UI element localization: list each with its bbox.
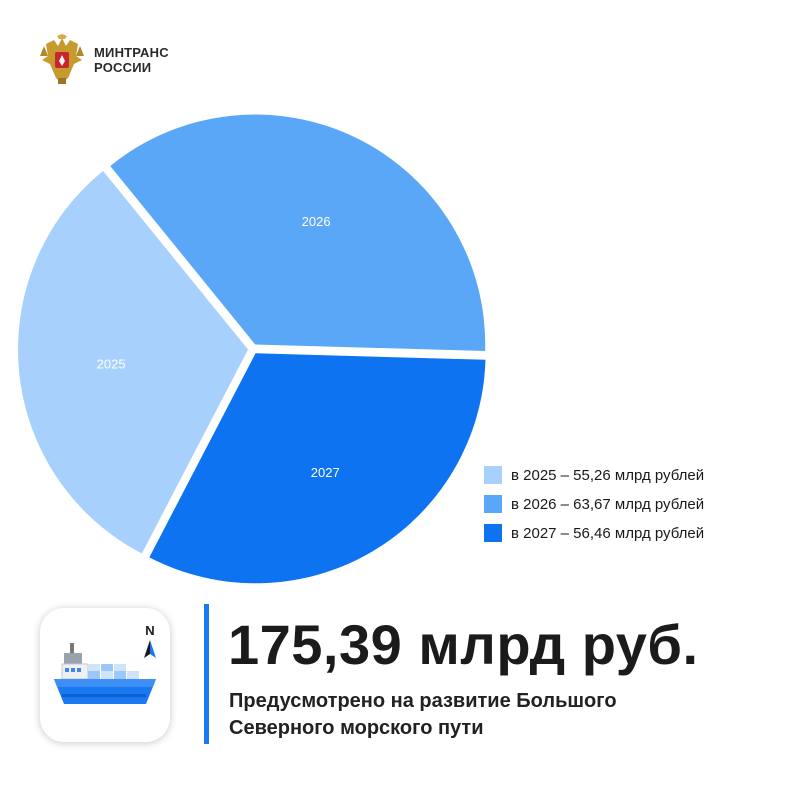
ship-card: N xyxy=(40,608,170,742)
org-name: МИНТРАНС РОССИИ xyxy=(94,45,169,75)
accent-divider xyxy=(204,604,209,744)
total-amount: 175,39 млрд руб. xyxy=(228,613,699,676)
pie-slice-2027 xyxy=(149,353,486,584)
legend-swatch-2025 xyxy=(484,466,502,484)
legend-item-2025: в 2025 – 55,26 млрд рублей xyxy=(484,466,704,484)
pie-label-2026: 2026 xyxy=(302,214,331,229)
legend-label-2025: в 2025 – 55,26 млрд рублей xyxy=(511,466,705,484)
pie-label-2027: 2027 xyxy=(311,465,340,480)
compass-letter: N xyxy=(145,623,154,638)
pie-chart: 2025 2026 2027 xyxy=(18,114,486,584)
legend-item-2027: в 2027 – 56,46 млрд рублей xyxy=(484,524,704,542)
legend-label-2027: в 2027 – 56,46 млрд рублей xyxy=(511,524,705,542)
pie-slice-2026 xyxy=(110,114,486,351)
header: МИНТРАНС РОССИИ xyxy=(38,34,169,86)
legend-item-2026: в 2026 – 63,67 млрд рублей xyxy=(484,495,704,513)
coat-of-arms-icon xyxy=(40,34,84,84)
pie-label-2025: 2025 xyxy=(97,356,126,371)
legend: в 2025 – 55,26 млрд рублей в 2026 – 63,6… xyxy=(484,466,704,553)
description: Предусмотрено на развитие Большого Север… xyxy=(229,688,789,742)
description-line2: Северного морского пути xyxy=(229,717,484,739)
legend-swatch-2027 xyxy=(484,524,502,542)
legend-label-2026: в 2026 – 63,67 млрд рублей xyxy=(511,495,705,513)
ship-icon: N xyxy=(54,623,156,704)
org-name-line1: МИНТРАНС xyxy=(94,45,169,60)
legend-swatch-2026 xyxy=(484,495,502,513)
pie-slice-2025 xyxy=(18,170,249,554)
description-line1: Предусмотрено на развитие Большого xyxy=(229,690,617,712)
org-name-line2: РОССИИ xyxy=(94,60,152,75)
